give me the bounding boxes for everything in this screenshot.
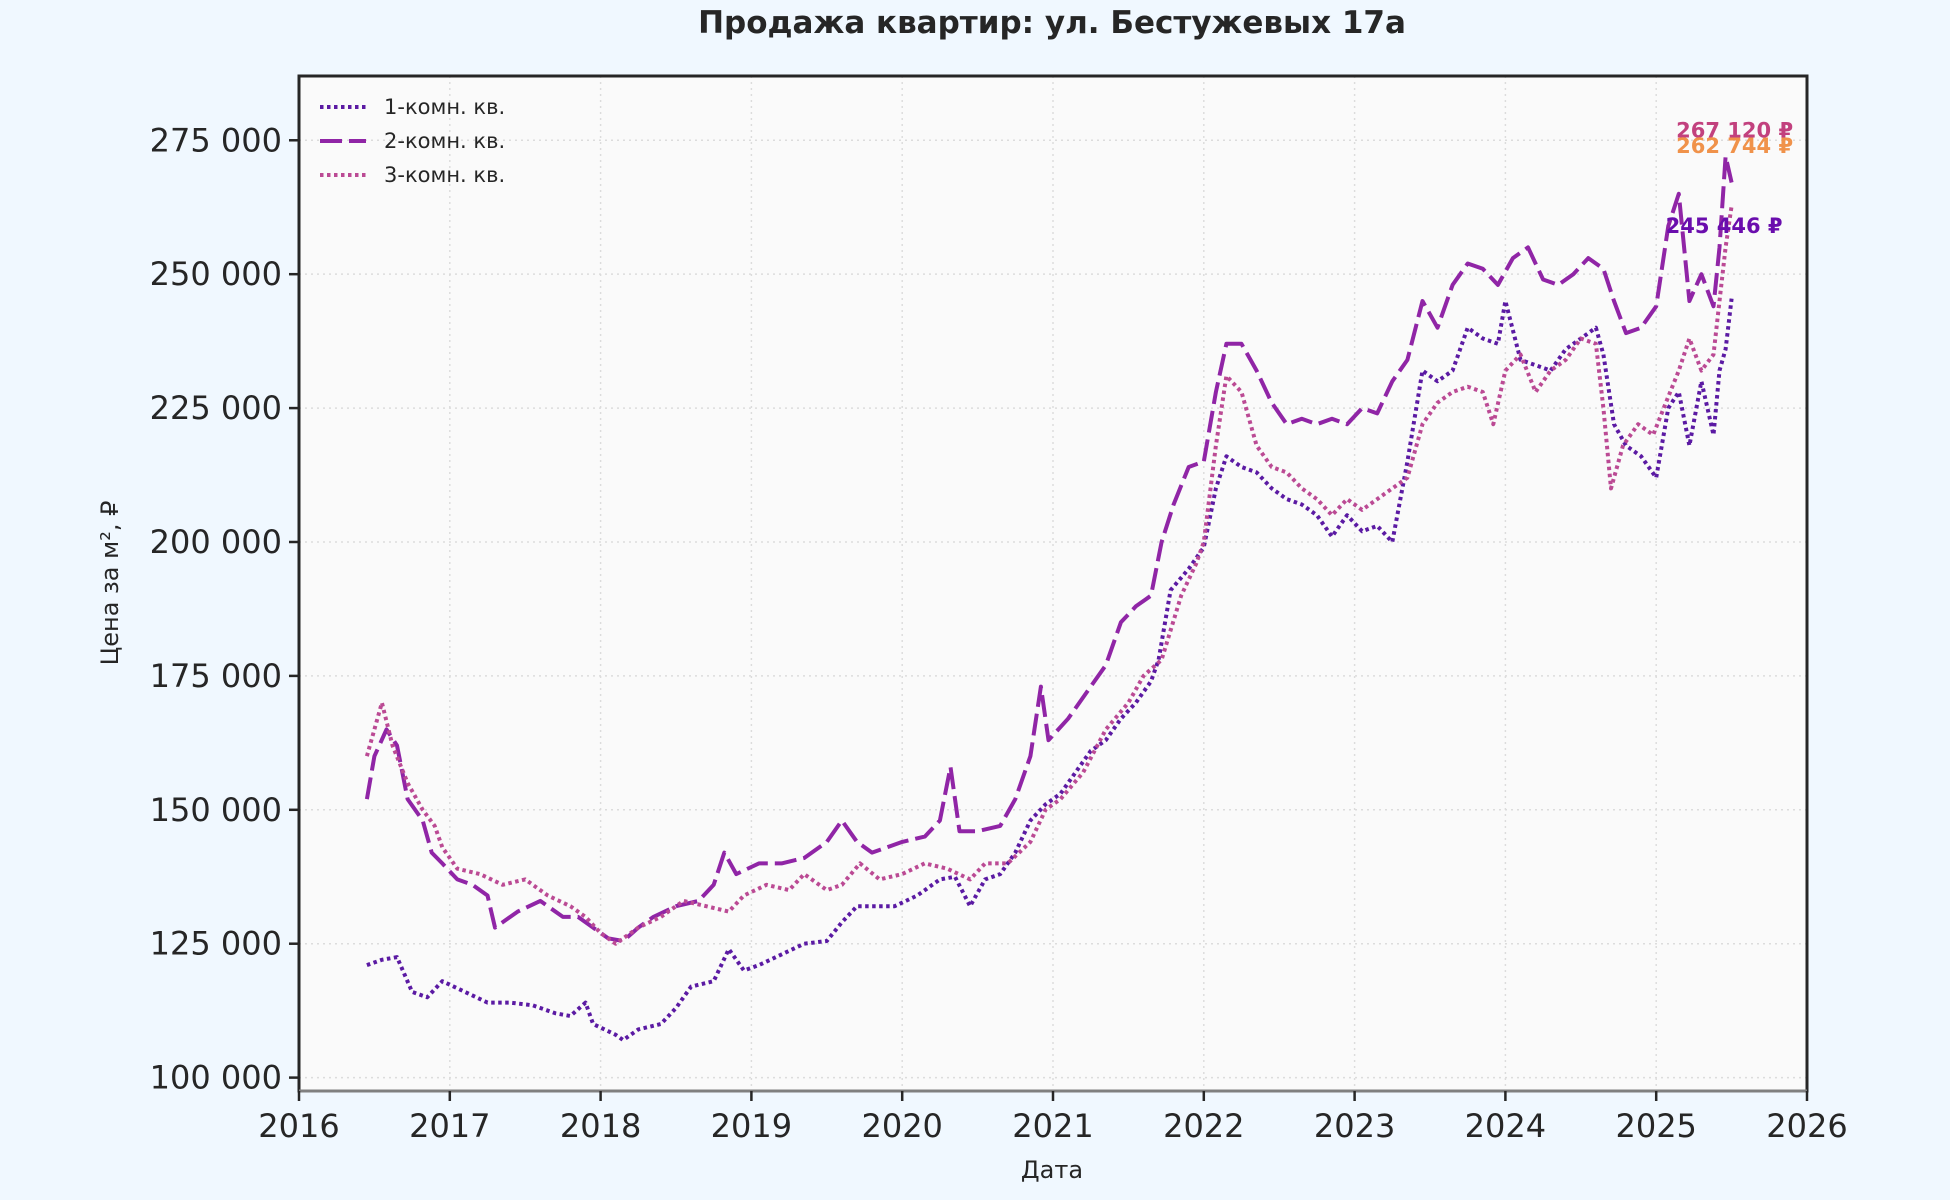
x-tick-label: 2025	[1615, 1107, 1696, 1145]
end-labels: 267 120 ₽262 744 ₽ 245 446 ₽	[1666, 119, 1793, 238]
x-tick-label: 2018	[560, 1107, 641, 1145]
y-tick-label: 200 000	[150, 523, 282, 561]
legend-label-3: 3-комн. кв.	[384, 163, 505, 187]
end-value-label-2: 262 744 ₽	[1676, 134, 1793, 158]
x-tick-label: 2017	[409, 1107, 490, 1145]
legend-label-1: 1-комн. кв.	[384, 95, 505, 119]
x-axis-ticks: 2016 2017 2018 2019 2020 2021 2022 2023 2024 2025…	[258, 1091, 1848, 1145]
legend: 1-комн. кв. 2-комн. кв. 3-комн. кв.	[320, 95, 505, 187]
y-tick-label: 125 000	[150, 925, 282, 963]
series-line-2	[364, 154, 1734, 943]
y-axis-ticks: 100 000 125 000 150 000 175 000 200 000 225 0…	[150, 121, 299, 1097]
series-line-3	[364, 205, 1734, 946]
y-tick-label: 100 000	[150, 1059, 282, 1097]
series-lines	[364, 154, 1734, 1043]
chart-title: Продажа квартир: ул. Бестужевых 17а	[698, 5, 1406, 41]
x-tick-label: 2022	[1163, 1107, 1244, 1145]
y-tick-label: 250 000	[150, 255, 282, 293]
y-tick-label: 275 000	[150, 121, 282, 159]
x-tick-label: 2024	[1465, 1107, 1546, 1145]
y-tick-label: 150 000	[150, 791, 282, 829]
end-value-label-1: 267 120 ₽	[1676, 119, 1793, 143]
x-tick-label: 2026	[1766, 1107, 1847, 1145]
x-tick-label: 2023	[1314, 1107, 1395, 1145]
x-axis-label: Дата	[1021, 1156, 1083, 1184]
legend-label-2: 2-комн. кв.	[384, 129, 505, 153]
plot-area	[299, 76, 1807, 1091]
y-axis-label: Цена за м², ₽	[96, 501, 124, 666]
y-tick-label: 175 000	[150, 657, 282, 695]
x-tick-label: 2021	[1012, 1107, 1093, 1145]
y-tick-label: 225 000	[150, 389, 282, 427]
x-tick-label: 2020	[861, 1107, 942, 1145]
end-value-label-3: 245 446 ₽	[1666, 214, 1783, 238]
x-tick-label: 2019	[711, 1107, 792, 1145]
x-tick-label: 2016	[258, 1107, 339, 1145]
